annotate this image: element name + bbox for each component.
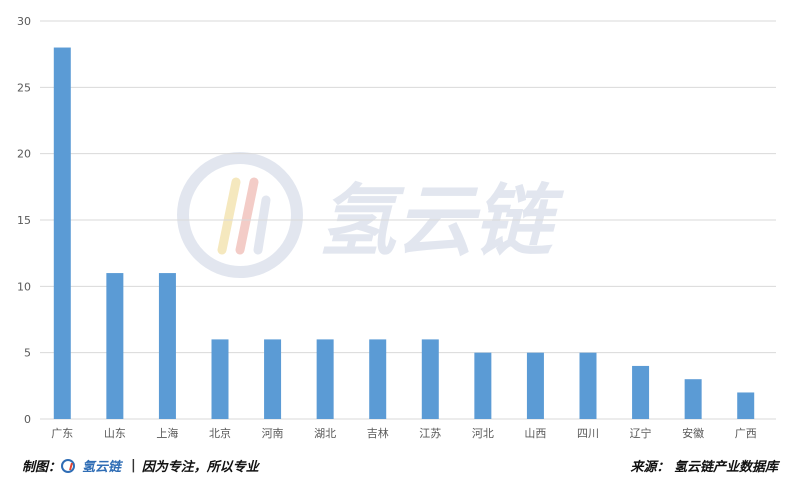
y-tick-label: 0 (24, 413, 31, 426)
footer: 制图： 氢云链 | 因为专注，所以专业 来源： 氢云链产业数据库 (0, 450, 800, 479)
x-tick-label: 湖北 (314, 427, 336, 440)
watermark-text: 氢云链 (318, 177, 565, 267)
x-tick-label: 四川 (577, 427, 599, 440)
grid (40, 20, 776, 420)
footer-credit: 制图： 氢云链 | 因为专注，所以专业 (22, 456, 259, 475)
bar-北京 (211, 339, 229, 419)
y-tick-label: 20 (17, 148, 31, 161)
bars (53, 47, 755, 420)
watermark-logo-ring (177, 152, 303, 278)
brand-logo-icon (61, 458, 76, 473)
y-tick-label: 10 (17, 280, 31, 293)
x-tick-label: 江苏 (419, 427, 441, 440)
bar-湖北 (316, 339, 334, 419)
y-axis-ticks: 0 5 10 15 20 25 30 (17, 15, 31, 426)
bar-四川 (579, 352, 597, 419)
credit-label: 制图： (22, 460, 62, 475)
x-tick-label: 北京 (209, 426, 231, 440)
x-tick-label: 吉林 (367, 426, 389, 440)
y-tick-label: 30 (17, 15, 31, 28)
x-tick-label: 广西 (735, 427, 757, 440)
x-tick-label: 山西 (524, 427, 546, 440)
watermark-logo-stroke-blue (253, 195, 271, 255)
bar-安徽 (684, 379, 702, 419)
watermark-logo-stroke-red (235, 177, 259, 255)
bar-上海 (158, 273, 176, 419)
footer-source: 来源： 氢云链产业数据库 (630, 460, 778, 475)
bar-辽宁 (632, 365, 650, 419)
y-tick-label: 5 (24, 347, 31, 360)
brand-name: 氢云链 (82, 460, 122, 475)
x-tick-label: 广东 (51, 427, 73, 440)
x-tick-label: 安徽 (682, 426, 704, 440)
bar-广东 (53, 47, 71, 420)
x-tick-label: 辽宁 (630, 426, 652, 440)
slogan: 因为专注，所以专业 (141, 460, 259, 475)
y-tick-label: 25 (17, 81, 31, 94)
footer-separator: | (131, 458, 136, 473)
bar-江苏 (421, 339, 439, 419)
x-tick-label: 上海 (156, 426, 178, 440)
bar-山东 (106, 273, 124, 419)
watermark: 氢云链 (177, 152, 565, 278)
bar-广西 (737, 392, 755, 419)
watermark-logo-stroke-yellow (217, 177, 241, 255)
x-tick-label: 河南 (262, 427, 284, 440)
bar-山西 (526, 352, 544, 419)
x-tick-label: 山东 (104, 427, 126, 440)
x-axis-labels: 广东 山东 上海 北京 河南 湖北 吉林 江苏 河北 山西 四川 辽宁 安徽 广西 (51, 426, 756, 440)
x-tick-label: 河北 (472, 427, 494, 440)
bar-河北 (474, 352, 492, 419)
bar-河南 (264, 339, 282, 419)
y-tick-label: 15 (17, 214, 31, 227)
bar-chart: 氢云链 0 5 10 15 20 25 30 广东 山东 上海 北京 河南 湖北 吉林 江苏 河北 山西 四川 辽… (17, 15, 776, 440)
bar-吉林 (369, 339, 387, 419)
